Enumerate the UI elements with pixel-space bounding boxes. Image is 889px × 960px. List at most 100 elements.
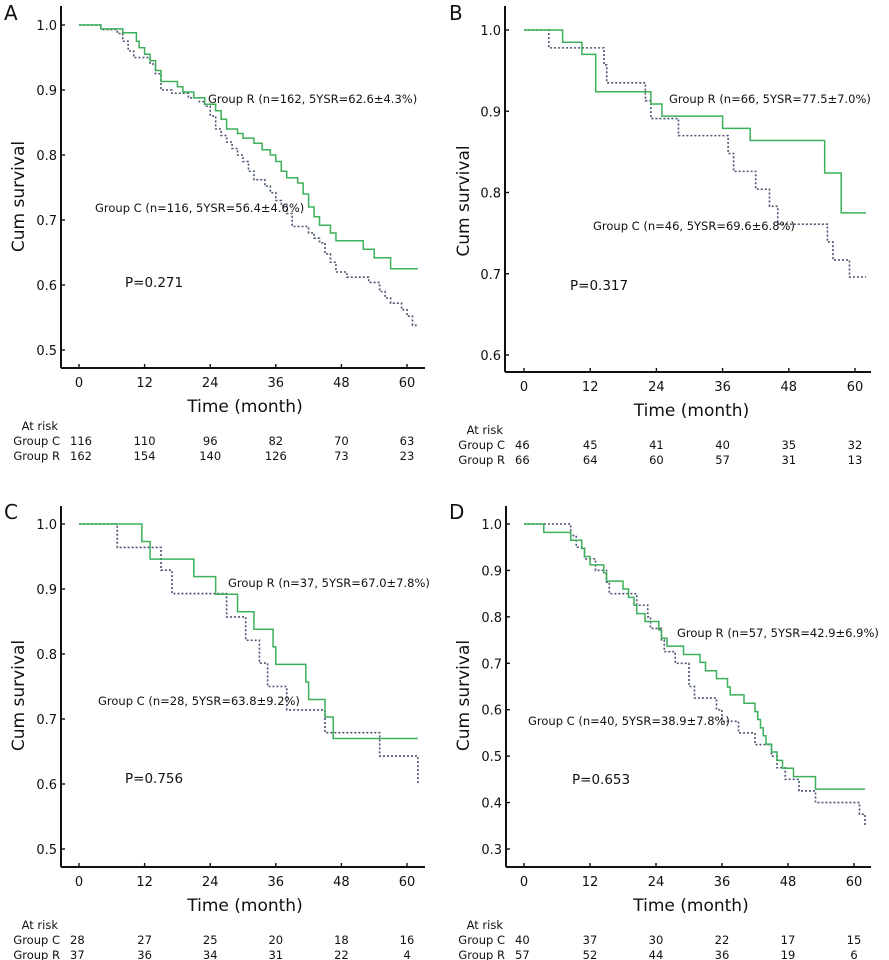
x-tick-label: 24 bbox=[648, 875, 665, 890]
y-tick-label: 0.6 bbox=[36, 279, 57, 294]
risk-count: 34 bbox=[203, 948, 218, 960]
x-tick-label: 36 bbox=[268, 376, 285, 391]
panel-letter: C bbox=[4, 500, 18, 524]
group-r-annotation: Group R (n=66, 5YSR=77.5±7.0%) bbox=[669, 92, 871, 106]
risk-count: 32 bbox=[848, 438, 863, 452]
risk-row-label: Group R bbox=[458, 948, 505, 960]
y-tick-label: 0.7 bbox=[36, 214, 57, 229]
risk-row-label: Group C bbox=[13, 933, 60, 947]
y-tick-label: 0.6 bbox=[480, 349, 501, 364]
y-tick-label: 0.3 bbox=[481, 843, 502, 858]
risk-count: 37 bbox=[583, 933, 598, 947]
panel-letter: B bbox=[449, 1, 463, 25]
risk-count: 154 bbox=[134, 449, 156, 463]
risk-count: 18 bbox=[334, 933, 349, 947]
x-tick-label: 48 bbox=[781, 380, 798, 395]
risk-row-label: Group C bbox=[458, 933, 505, 947]
y-tick-label: 0.8 bbox=[480, 187, 501, 202]
risk-row-label: Group R bbox=[13, 449, 60, 463]
x-tick-label: 36 bbox=[268, 875, 285, 890]
risk-count: 41 bbox=[649, 438, 664, 452]
y-tick-label: 0.9 bbox=[36, 84, 57, 99]
risk-count: 70 bbox=[334, 434, 349, 448]
risk-count: 57 bbox=[515, 948, 530, 960]
group-c-annotation: Group C (n=40, 5YSR=38.9±7.8%) bbox=[528, 714, 730, 728]
risk-count: 27 bbox=[137, 933, 152, 947]
km-chart-a: A 0.5 0.6 0.7 0.8 0.9 1.0 0 12 24 36 48 60 Time (mont… bbox=[4, 1, 425, 463]
risk-count: 19 bbox=[781, 948, 796, 960]
x-tick-label: 12 bbox=[136, 376, 153, 391]
x-axis-title: Time (month) bbox=[186, 896, 302, 916]
risk-row-label: Group R bbox=[13, 948, 60, 960]
y-tick-label: 0.5 bbox=[36, 344, 57, 359]
risk-count: 35 bbox=[781, 438, 796, 452]
y-tick-label: 0.5 bbox=[36, 843, 57, 858]
km-panel-d: D 0.3 0.4 0.5 0.6 0.7 0.8 0.9 1.0 0 12 24 36 48 60 Time… bbox=[445, 480, 889, 960]
x-tick-label: 24 bbox=[648, 380, 665, 395]
y-tick-label: 1.0 bbox=[480, 24, 501, 39]
curve-group-c bbox=[79, 523, 419, 784]
group-r-annotation: Group R (n=162, 5YSR=62.6±4.3%) bbox=[208, 92, 417, 106]
group-r-annotation: Group R (n=57, 5YSR=42.9±6.9%) bbox=[677, 626, 879, 640]
risk-count: 36 bbox=[137, 948, 152, 960]
y-axis-title: Cum survival bbox=[9, 141, 29, 252]
risk-count: 57 bbox=[715, 453, 730, 467]
y-tick-label: 0.6 bbox=[36, 778, 57, 793]
x-tick-label: 12 bbox=[582, 875, 599, 890]
risk-row-label: Group C bbox=[13, 434, 60, 448]
risk-count: 37 bbox=[70, 948, 85, 960]
x-tick-label: 12 bbox=[136, 875, 153, 890]
y-tick-label: 0.8 bbox=[481, 611, 502, 626]
x-tick-label: 36 bbox=[714, 380, 731, 395]
risk-count: 15 bbox=[847, 933, 862, 947]
y-tick-label: 0.5 bbox=[481, 750, 502, 765]
risk-count: 30 bbox=[649, 933, 664, 947]
y-tick-label: 1.0 bbox=[481, 518, 502, 533]
at-risk-title: At risk bbox=[467, 918, 504, 932]
risk-row-label: Group R bbox=[458, 453, 505, 467]
km-chart-c: C 0.5 0.6 0.7 0.8 0.9 1.0 0 12 24 36 48 60 Time (mont… bbox=[4, 500, 430, 960]
y-tick-label: 0.7 bbox=[480, 268, 501, 283]
x-tick-label: 24 bbox=[202, 376, 219, 391]
x-tick-label: 48 bbox=[333, 376, 350, 391]
y-tick-label: 0.6 bbox=[481, 704, 502, 719]
risk-count: 6 bbox=[850, 948, 857, 960]
curve-group-r bbox=[524, 29, 867, 214]
risk-count: 17 bbox=[781, 933, 796, 947]
curve-group-c bbox=[524, 523, 866, 826]
risk-count: 116 bbox=[70, 434, 92, 448]
curve-group-r bbox=[79, 24, 418, 270]
y-tick-label: 0.8 bbox=[36, 648, 57, 663]
at-risk-title: At risk bbox=[22, 918, 59, 932]
group-r-annotation: Group R (n=37, 5YSR=67.0±7.8%) bbox=[228, 576, 430, 590]
risk-count: 110 bbox=[134, 434, 156, 448]
curve-group-r bbox=[79, 523, 418, 740]
risk-count: 31 bbox=[268, 948, 283, 960]
km-panel-a: A 0.5 0.6 0.7 0.8 0.9 1.0 0 12 24 36 48 60 Time (mont… bbox=[0, 0, 444, 480]
x-axis-title: Time (month) bbox=[186, 397, 302, 417]
risk-count: 82 bbox=[268, 434, 283, 448]
x-tick-label: 60 bbox=[399, 875, 416, 890]
risk-count: 13 bbox=[848, 453, 863, 467]
risk-count: 126 bbox=[265, 449, 287, 463]
x-tick-label: 48 bbox=[333, 875, 350, 890]
group-c-annotation: Group C (n=28, 5YSR=63.8±9.2%) bbox=[98, 694, 300, 708]
risk-count: 31 bbox=[781, 453, 796, 467]
x-tick-label: 0 bbox=[75, 875, 83, 890]
y-axis-title: Cum survival bbox=[454, 145, 474, 256]
x-tick-label: 24 bbox=[202, 875, 219, 890]
risk-count: 66 bbox=[515, 453, 530, 467]
y-tick-label: 0.9 bbox=[480, 105, 501, 120]
risk-count: 36 bbox=[715, 948, 730, 960]
risk-count: 64 bbox=[583, 453, 598, 467]
at-risk-title: At risk bbox=[22, 419, 59, 433]
km-chart-b: B 0.6 0.7 0.8 0.9 1.0 0 12 24 36 48 60 Time (month) C… bbox=[449, 1, 871, 467]
curve-group-c bbox=[79, 24, 418, 327]
x-tick-label: 60 bbox=[847, 380, 864, 395]
risk-count: 25 bbox=[203, 933, 218, 947]
risk-count: 60 bbox=[649, 453, 664, 467]
x-tick-label: 36 bbox=[714, 875, 731, 890]
risk-count: 4 bbox=[403, 948, 410, 960]
risk-count: 162 bbox=[70, 449, 92, 463]
group-c-annotation: Group C (n=116, 5YSR=56.4±4.6%) bbox=[95, 201, 304, 215]
